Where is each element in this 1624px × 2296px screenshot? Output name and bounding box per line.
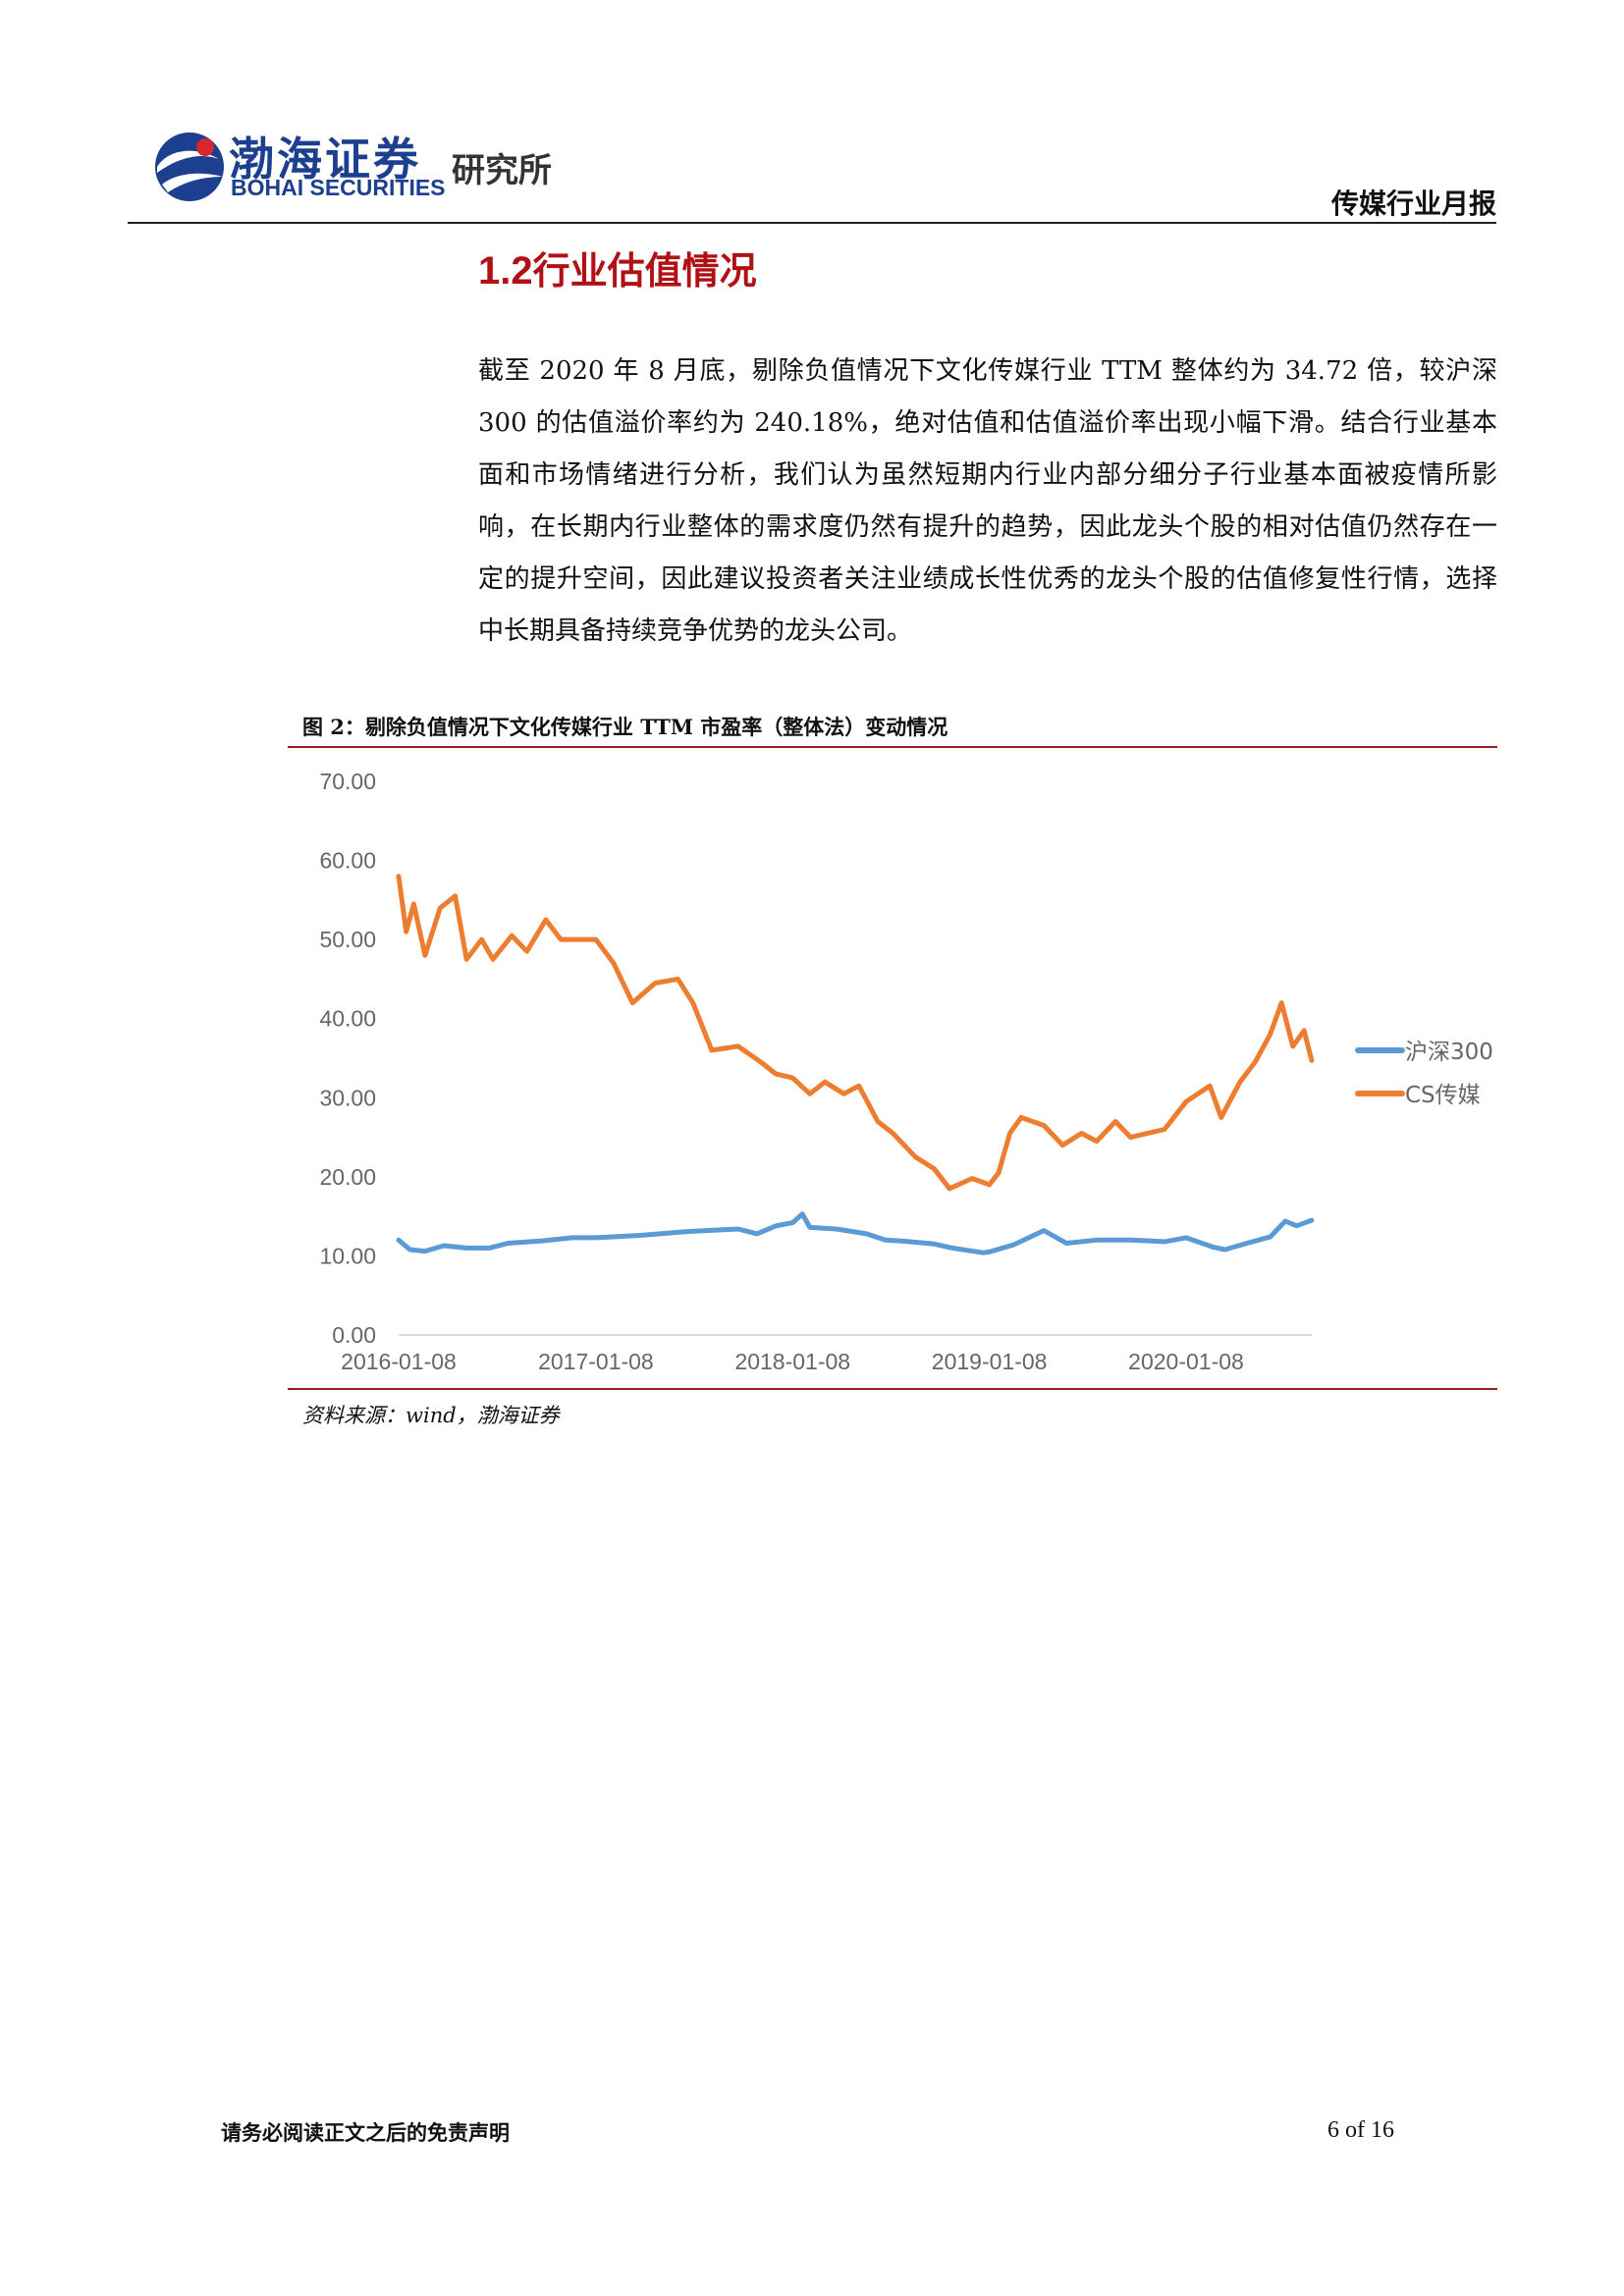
- bohai-logo-icon: [155, 133, 224, 201]
- y-tick-label: 20.00: [319, 1164, 376, 1190]
- y-tick-label: 40.00: [319, 1006, 376, 1032]
- x-tick-label: 2018-01-08: [734, 1349, 850, 1374]
- header-divider: [128, 222, 1496, 224]
- y-tick-label: 0.00: [332, 1322, 376, 1348]
- figure-title: 图 2：剔除负值情况下文化传媒行业 TTM 市盈率（整体法）变动情况: [302, 715, 948, 739]
- series-line-1: [396, 874, 1315, 1192]
- x-tick-label: 2019-01-08: [932, 1349, 1048, 1374]
- y-tick-label: 50.00: [319, 927, 376, 952]
- x-tick-label: 2016-01-08: [341, 1349, 457, 1374]
- y-tick-label: 60.00: [319, 848, 376, 874]
- figure-source: 资料来源：wind，渤海证券: [302, 1404, 560, 1427]
- legend-label: 沪深300: [1405, 1040, 1493, 1065]
- y-tick-label: 10.00: [319, 1243, 376, 1268]
- series-line-0: [396, 1211, 1315, 1255]
- company-logo: 渤海证券 BOHAI SECURITIES 研究所: [152, 118, 589, 216]
- x-tick-label: 2020-01-08: [1128, 1349, 1244, 1374]
- figure-bottom-rule: [288, 1388, 1497, 1390]
- footer-disclaimer: 请务必阅读正文之后的免责声明: [221, 2120, 510, 2145]
- section-number: 1.2: [478, 249, 533, 293]
- legend-label: CS传媒: [1405, 1083, 1481, 1108]
- page-number: 6 of 16: [1327, 2117, 1394, 2143]
- chart-legend: 沪深300 CS传媒: [1355, 1040, 1493, 1108]
- y-axis: 0.00 10.00 20.00 30.00 40.00 50.00 60.00 70.00: [319, 769, 376, 1348]
- series-layer: [396, 874, 1315, 1255]
- section-heading: 1.2行业估值情况: [478, 240, 757, 294]
- figure-top-rule: [288, 746, 1497, 748]
- x-axis: 2016-01-08 2017-01-08 2018-01-08 2019-01-08…: [341, 1349, 1244, 1374]
- body-paragraph: 截至 2020 年 8 月底，剔除负值情况下文化传媒行业 TTM 整体约为 34…: [478, 356, 1497, 646]
- pe-ratio-line-chart: 0.0010.0020.0030.0040.0050.0060.0070.00 …: [319, 769, 1493, 1374]
- logo-chinese-text: 渤海证券: [229, 133, 421, 186]
- y-tick-label: 30.00: [319, 1085, 376, 1110]
- report-type: 传媒行业月报: [1330, 187, 1496, 220]
- institute-name: 研究所: [452, 151, 552, 190]
- section-title: 行业估值情况: [532, 249, 757, 293]
- y-tick-label: 70.00: [319, 769, 376, 794]
- logo-english-text: BOHAI SECURITIES: [231, 175, 446, 200]
- x-tick-label: 2017-01-08: [538, 1349, 654, 1374]
